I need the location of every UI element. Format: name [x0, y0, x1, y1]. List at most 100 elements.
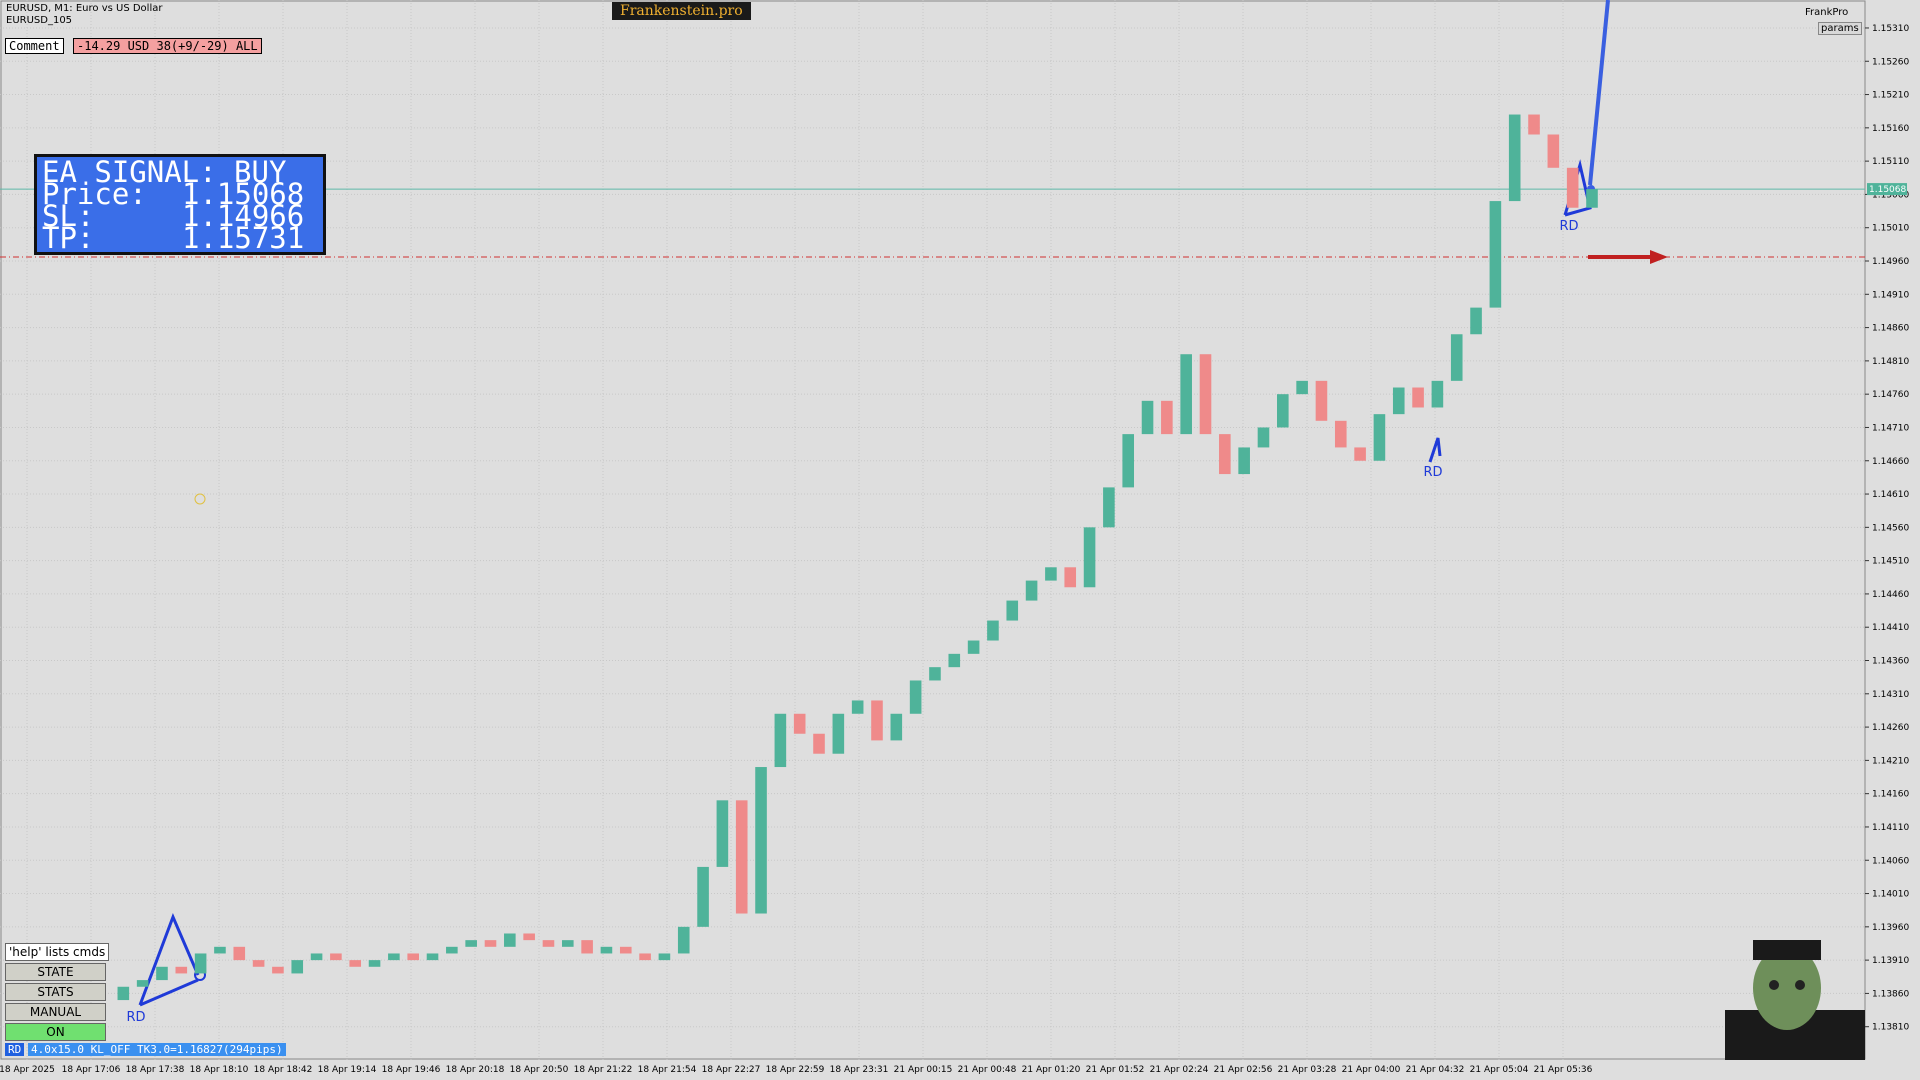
signal-label: TP: [42, 221, 95, 255]
x-tick-label: 18 Apr 21:22 [574, 1065, 633, 1075]
pattern-line [138, 912, 200, 1006]
marker [194, 493, 206, 505]
candle [735, 800, 748, 914]
signal-value: 1.15068 [182, 177, 305, 211]
candle [755, 767, 767, 914]
candle [1064, 567, 1077, 588]
pattern-line [1428, 437, 1442, 463]
candle [388, 953, 400, 961]
candle [1122, 434, 1135, 488]
candle [1489, 201, 1502, 308]
candle [310, 953, 323, 961]
button: 'help' lists cmds [5, 943, 110, 961]
signal-label: Price: [42, 177, 147, 211]
candle [1277, 394, 1289, 428]
x-tick-label: 21 Apr 02:56 [1214, 1065, 1273, 1075]
candle [1199, 354, 1212, 435]
candle [832, 713, 845, 754]
candle [542, 940, 555, 947]
candle [1219, 434, 1231, 475]
comment-label: Comment [5, 38, 64, 54]
candle [1025, 580, 1038, 601]
y-tick-label: 1.14760 [1872, 390, 1909, 400]
comment-value: -14.29 USD 38(+9/-29) ALL [73, 38, 262, 54]
candle [523, 933, 535, 941]
y-tick-label: 1.14360 [1872, 657, 1909, 667]
candle [156, 966, 168, 981]
app-name: FrankPro [1805, 7, 1849, 18]
y-tick-label: 1.15110 [1872, 157, 1909, 167]
candle [871, 700, 883, 741]
x-tick-label: 21 Apr 01:20 [1022, 1065, 1081, 1075]
x-tick-label: 21 Apr 01:52 [1086, 1065, 1145, 1075]
candle [330, 953, 342, 961]
x-tick-label: 21 Apr 02:24 [1150, 1065, 1209, 1075]
candle [697, 866, 709, 927]
y-tick-label: 1.14410 [1872, 623, 1909, 633]
y-tick-label: 1.15210 [1872, 91, 1909, 101]
symbol: EURUSD, M1: Euro vs US Dollar [6, 3, 163, 14]
x-tick-label: 18 Apr 18:10 [190, 1065, 249, 1075]
candle [175, 966, 188, 974]
candle [1296, 380, 1308, 395]
signal-box: EA SIGNAL: BUY Price: 1.15068 SL: 1.14966 TP… [34, 154, 326, 255]
candle [948, 653, 961, 668]
x-tick-label: 18 Apr 20:50 [510, 1065, 569, 1075]
candle [639, 953, 651, 961]
candle [1373, 414, 1386, 461]
y-tick-label: 1.14260 [1872, 723, 1909, 733]
candle [1528, 114, 1540, 135]
candle [1180, 354, 1192, 435]
y-tick-label: 1.15310 [1872, 24, 1909, 34]
y-tick-label: 1.14210 [1872, 756, 1909, 766]
y-tick-label: 1.14460 [1872, 590, 1909, 600]
candle [1238, 447, 1250, 475]
candle [1354, 447, 1366, 461]
candle [484, 940, 497, 947]
candle [1431, 380, 1444, 408]
x-tick-label: 21 Apr 03:28 [1278, 1065, 1337, 1075]
button[interactable]: STATS [5, 983, 106, 1001]
y-tick-label: 1.14660 [1872, 457, 1909, 467]
y-tick-label: 1.14110 [1872, 823, 1909, 833]
candle [1566, 167, 1579, 208]
x-tick-label: 21 Apr 05:36 [1534, 1065, 1593, 1075]
candle [1412, 387, 1424, 408]
candle [600, 946, 613, 954]
button[interactable]: ON [5, 1023, 106, 1041]
candle [252, 960, 265, 967]
candle [291, 960, 304, 974]
x-tick-label: 18 Apr 17:38 [126, 1065, 185, 1075]
candle [890, 713, 903, 741]
candle [658, 953, 671, 961]
button[interactable]: STATE [5, 963, 106, 981]
candle [1141, 400, 1154, 435]
candle [446, 946, 458, 954]
y-tick-label: 1.15160 [1872, 124, 1909, 134]
signal-row: SL: 1.14966 [42, 199, 323, 233]
candle [793, 713, 806, 734]
candle [117, 986, 130, 1001]
button[interactable]: MANUAL [5, 1003, 106, 1021]
y-tick-label: 1.14960 [1872, 257, 1909, 267]
y-tick-label: 1.14910 [1872, 290, 1909, 300]
target-line [1588, 0, 1610, 186]
x-tick-label: 21 Apr 05:04 [1470, 1065, 1529, 1075]
y-tick-label: 1.14010 [1872, 890, 1909, 900]
candle [1257, 427, 1270, 448]
candle [1161, 400, 1173, 435]
candle [1006, 600, 1019, 621]
x-tick-label: 18 Apr 21:54 [638, 1065, 697, 1075]
candle [233, 946, 246, 961]
params-button[interactable]: params [1818, 22, 1862, 35]
candle [407, 953, 419, 961]
candle [214, 946, 226, 954]
signal-value: 1.14966 [182, 199, 305, 233]
y-tick-label: 1.14560 [1872, 523, 1909, 533]
candle [368, 960, 381, 967]
price-tag [1867, 183, 1907, 196]
y-tick-label: 1.15010 [1872, 224, 1909, 234]
candle [1470, 307, 1482, 335]
